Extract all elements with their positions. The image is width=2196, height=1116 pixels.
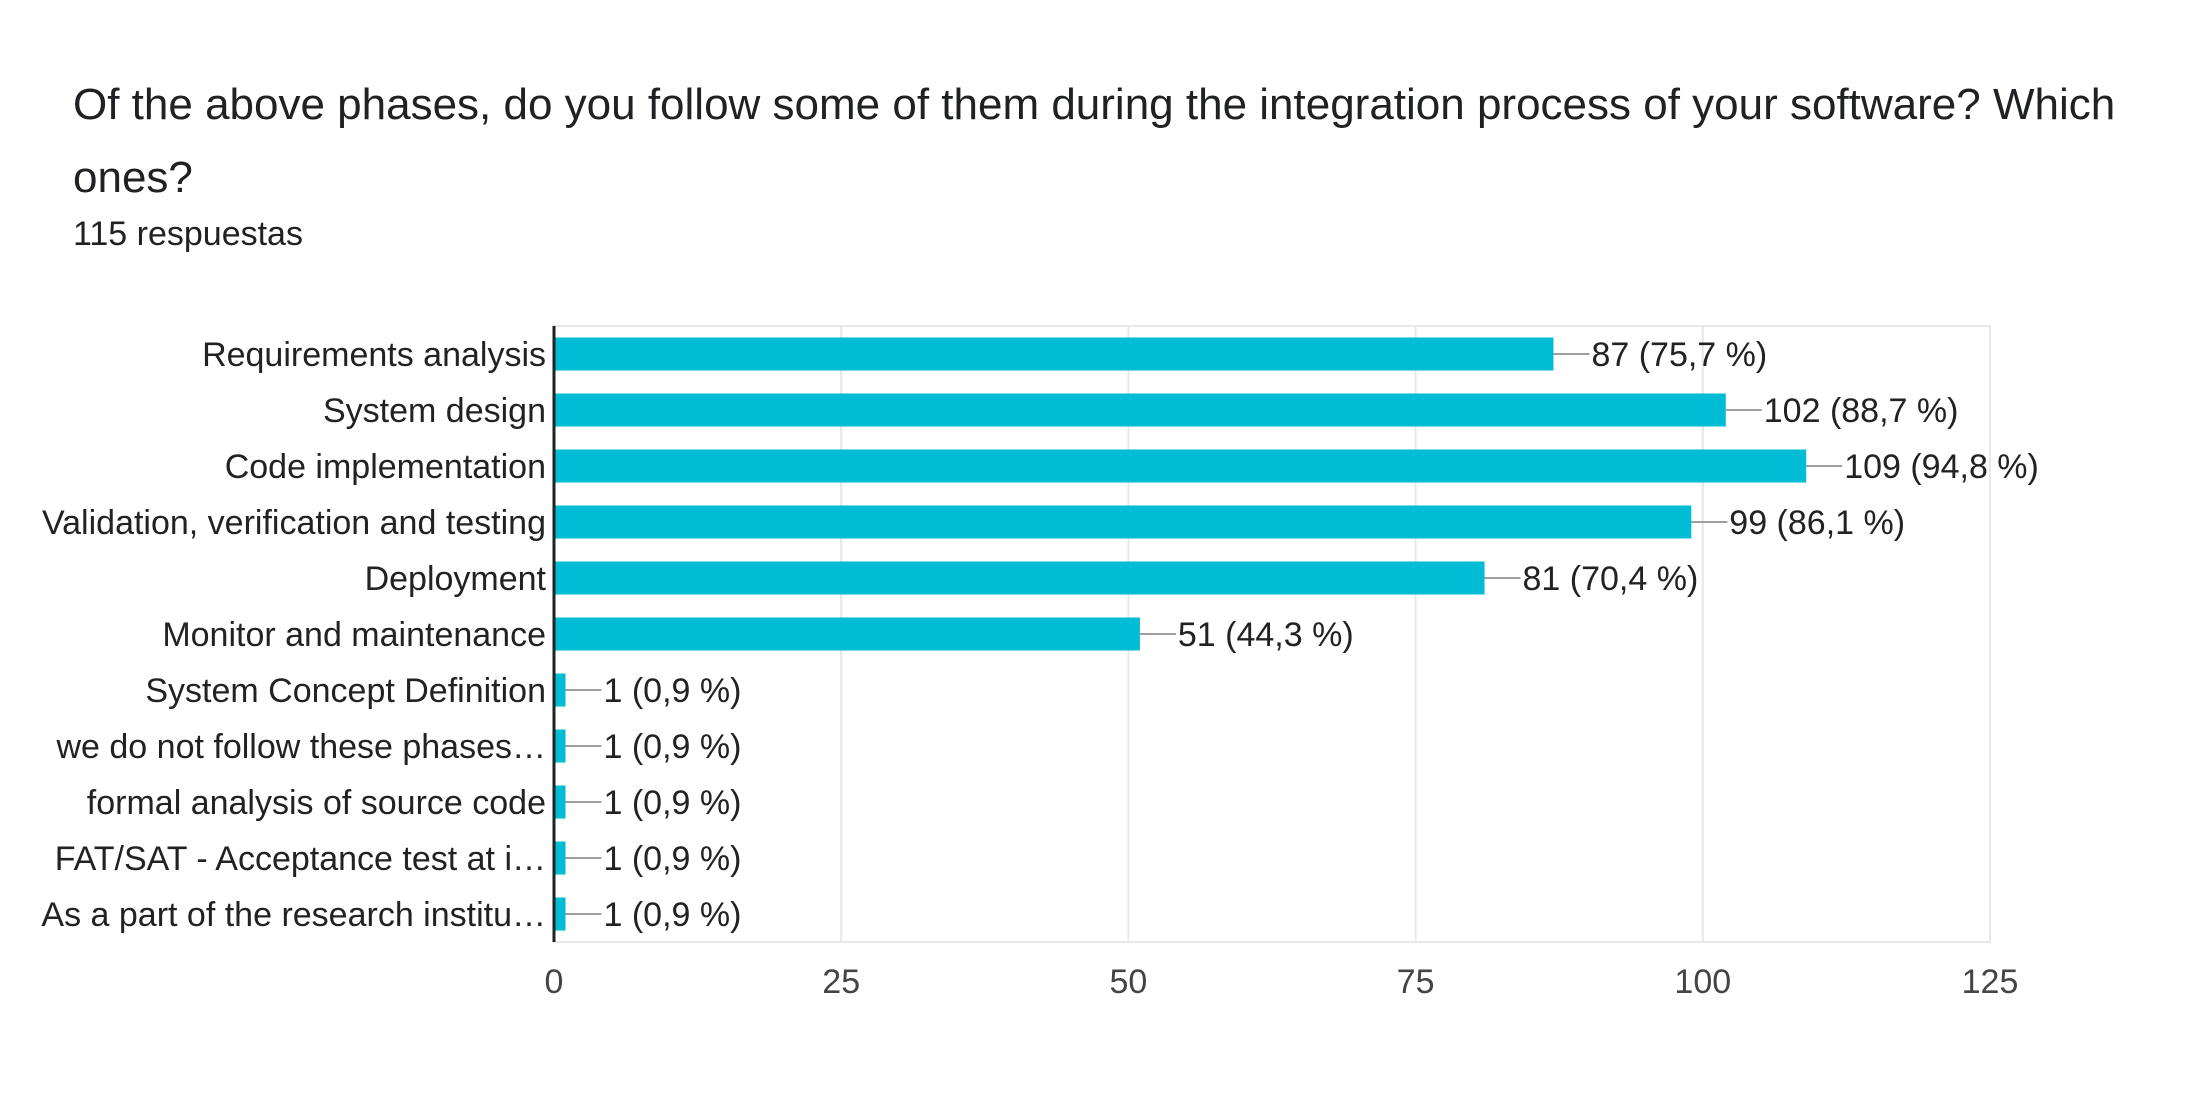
value-label: 1 (0,9 %) (603, 672, 741, 710)
question-title: Of the above phases, do you follow some … (73, 80, 2116, 202)
value-label: 102 (88,7 %) (1764, 392, 1959, 430)
value-label: 1 (0,9 %) (603, 728, 741, 766)
category-label: formal analysis of source code (87, 784, 546, 822)
x-tick-label: 50 (1109, 963, 1147, 1001)
category-label: Validation, verification and testing (42, 504, 546, 542)
bar (554, 393, 1726, 427)
value-label: 51 (44,3 %) (1178, 616, 1354, 654)
response-count: 115 respuestas (73, 215, 303, 253)
value-label: 1 (0,9 %) (603, 784, 741, 822)
category-label: Requirements analysis (202, 336, 546, 374)
bar (554, 617, 1140, 651)
bar (554, 449, 1807, 483)
bar (554, 785, 566, 819)
value-label: 81 (70,4 %) (1523, 560, 1699, 598)
category-label: As a part of the research institu… (41, 896, 546, 934)
bar (554, 561, 1485, 595)
category-label: Deployment (365, 560, 547, 598)
bar (554, 337, 1554, 371)
value-label: 87 (75,7 %) (1591, 336, 1767, 374)
x-tick-label: 100 (1674, 963, 1731, 1001)
value-label: 109 (94,8 %) (1844, 448, 2039, 486)
x-tick-label: 0 (545, 963, 564, 1001)
value-label: 1 (0,9 %) (603, 840, 741, 878)
category-label: Code implementation (225, 448, 546, 486)
category-label: System design (323, 392, 546, 430)
category-label: System Concept Definition (145, 672, 546, 710)
value-label: 1 (0,9 %) (603, 896, 741, 934)
bar (554, 841, 566, 875)
bar (554, 673, 566, 707)
category-label: we do not follow these phases… (55, 728, 546, 766)
bar (554, 897, 566, 931)
category-label: Monitor and maintenance (162, 616, 546, 654)
x-tick-label: 75 (1397, 963, 1435, 1001)
value-label: 99 (86,1 %) (1729, 504, 1905, 542)
bar (554, 505, 1692, 539)
x-tick-label: 25 (822, 963, 860, 1001)
x-tick-label: 125 (1962, 963, 2019, 1001)
category-label: FAT/SAT - Acceptance test at i… (55, 840, 546, 878)
bar (554, 729, 566, 763)
